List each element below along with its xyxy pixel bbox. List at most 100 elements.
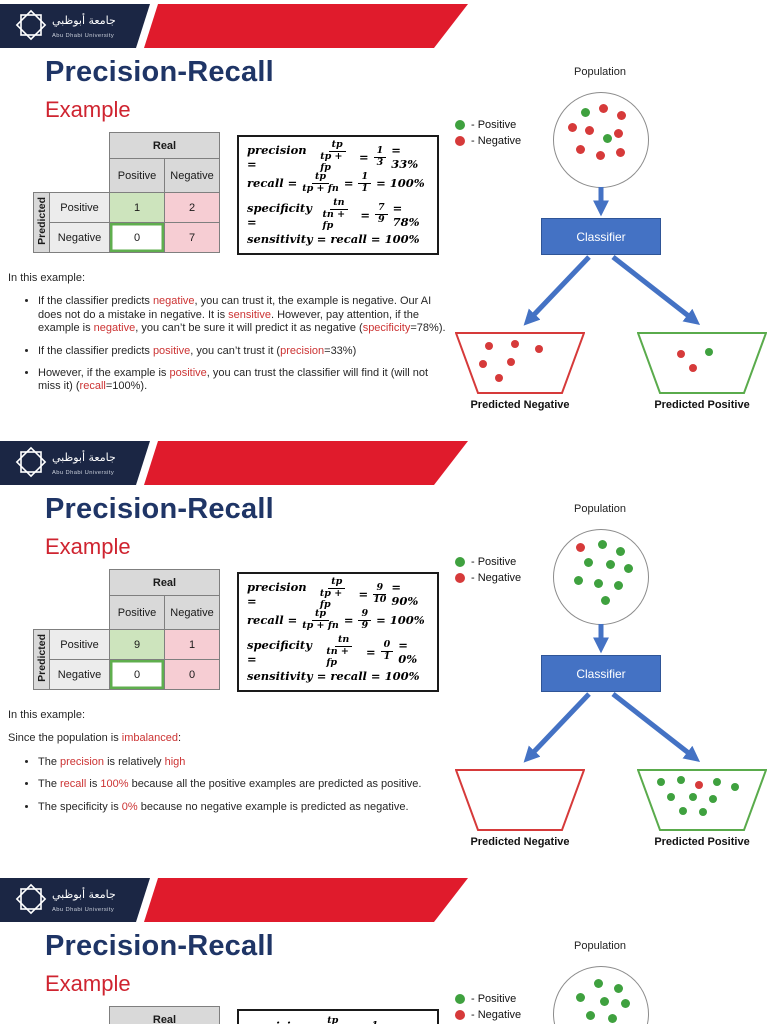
- predicted-negative-label: Predicted Negative: [470, 836, 570, 848]
- predicted-positive-label: Predicted Positive: [654, 399, 750, 411]
- data-dot: [621, 999, 630, 1008]
- data-dot: [479, 360, 487, 368]
- predicted-positive-bin: [637, 769, 767, 831]
- logo-arabic-text: جامعة أبوظبي: [52, 887, 116, 901]
- slide-title: Precision-Recall: [45, 930, 274, 962]
- matrix-cell-tn: 7: [164, 222, 220, 253]
- population-label: Population: [574, 66, 626, 78]
- data-dot: [679, 807, 687, 815]
- population-label: Population: [574, 940, 626, 952]
- recall-formula: recall = tp tp + fn = 9 9 = 100%: [247, 607, 425, 631]
- data-dot: [594, 979, 603, 988]
- slide-title: Precision-Recall: [45, 493, 274, 525]
- bullet-item: The precision is relatively high: [38, 756, 455, 769]
- bullet-item: However, if the example is positive, you…: [38, 367, 455, 394]
- matrix-row-negative: Negative: [49, 222, 110, 253]
- confusion-matrix: Real Positive Negative Predicted Positiv…: [33, 569, 220, 690]
- matrix-cell-fn: 0: [109, 222, 165, 253]
- intro-line-2: Since the population is imbalanced:: [8, 732, 182, 745]
- matrix-cell-tn: 0: [164, 659, 220, 690]
- legend: - Positive - Negative: [455, 993, 521, 1024]
- data-dot: [709, 795, 717, 803]
- slide-title: Precision-Recall: [45, 56, 274, 88]
- data-dot: [601, 596, 610, 605]
- data-dot: [731, 783, 739, 791]
- predicted-negative-bin: [455, 769, 585, 831]
- green-dot-icon: [455, 120, 465, 130]
- red-dot-icon: [455, 1010, 465, 1020]
- slide-subtitle: Example: [45, 97, 131, 122]
- header-banner: جامعة أبوظبي Abu Dhabi University: [0, 878, 768, 922]
- data-dot: [584, 558, 593, 567]
- body-text: In this example: If the classifier predi…: [8, 272, 455, 403]
- data-dot: [608, 1014, 617, 1023]
- data-dot: [598, 540, 607, 549]
- specificity-formula: specificity = tn tn + fp = 7 9 = 78%: [247, 196, 420, 231]
- predicted-negative-label: Predicted Negative: [470, 399, 570, 411]
- logo-english-text: Abu Dhabi University: [52, 907, 114, 913]
- bullet-list: The precision is relatively high The rec…: [8, 756, 455, 814]
- matrix-real-header: Real: [109, 569, 220, 596]
- precision-formula: precision = tp tp + fp = 1 3 = 33%: [247, 139, 419, 174]
- matrix-cell-tp: 9: [109, 629, 165, 660]
- header-banner: جامعة أبوظبي Abu Dhabi University: [0, 441, 768, 485]
- matrix-col-negative: Negative: [164, 158, 220, 193]
- data-dot: [594, 579, 603, 588]
- data-dot: [603, 134, 612, 143]
- data-dot: [581, 108, 590, 117]
- matrix-real-header: Real: [109, 1006, 220, 1024]
- matrix-col-negative: Negative: [164, 595, 220, 630]
- classifier-box: Classifier: [541, 218, 661, 255]
- red-dot-icon: [455, 573, 465, 583]
- matrix-cell-fn: 0: [109, 659, 165, 690]
- data-dot: [585, 126, 594, 135]
- intro-line: In this example:: [8, 272, 86, 284]
- recall-formula: recall = tp tp + fn = 1 1 = 100%: [247, 170, 425, 194]
- confusion-matrix: Real Positive Negative Predicted Positiv…: [33, 132, 220, 253]
- matrix-row-negative: Negative: [49, 659, 110, 690]
- data-dot: [705, 348, 713, 356]
- legend-negative: - Negative: [455, 1009, 521, 1021]
- bullet-list: If the classifier predicts negative, you…: [8, 295, 455, 393]
- population-label: Population: [574, 503, 626, 515]
- data-dot: [689, 793, 697, 801]
- data-dot: [677, 350, 685, 358]
- legend-negative-label: - Negative: [471, 572, 522, 584]
- data-dot: [586, 1011, 595, 1020]
- green-dot-icon: [455, 994, 465, 1004]
- legend-positive: - Positive: [455, 556, 521, 568]
- data-dot: [614, 581, 623, 590]
- data-dot: [495, 374, 503, 382]
- legend-positive-label: - Positive: [471, 119, 517, 131]
- legend-positive-label: - Positive: [471, 993, 517, 1005]
- data-dot: [699, 808, 707, 816]
- confusion-matrix: Real: [33, 1006, 220, 1024]
- adu-logo-icon: [15, 9, 47, 41]
- matrix-cell-fp: 1: [164, 629, 220, 660]
- data-dot: [568, 123, 577, 132]
- bullet-item: If the classifier predicts positive, you…: [38, 345, 455, 358]
- slide-1: جامعة أبوظبي Abu Dhabi University Precis…: [0, 0, 768, 437]
- data-dot: [617, 111, 626, 120]
- slide-2: جامعة أبوظبي Abu Dhabi University Precis…: [0, 437, 768, 874]
- data-dot: [624, 564, 633, 573]
- data-dot: [606, 560, 615, 569]
- matrix-predicted-header: Predicted: [33, 192, 50, 253]
- legend-negative: - Negative: [455, 135, 521, 147]
- classifier-box: Classifier: [541, 655, 661, 692]
- formula-box: precision = tp tp + fp = 9 10 = 90% recall = tp…: [237, 572, 439, 692]
- data-dot: [576, 993, 585, 1002]
- header-banner: جامعة أبوظبي Abu Dhabi University: [0, 4, 768, 48]
- population-circle: [553, 966, 649, 1024]
- slide-subtitle: Example: [45, 971, 131, 996]
- logo-english-text: Abu Dhabi University: [52, 33, 114, 39]
- specificity-formula: specificity = tn tn + fp = 0 1 = 0%: [247, 633, 418, 668]
- data-dot: [667, 793, 675, 801]
- logo-english-text: Abu Dhabi University: [52, 470, 114, 476]
- precision-formula: precision = tp tp + fp = 9 10 = 90%: [247, 576, 419, 611]
- bullet-item: If the classifier predicts negative, you…: [38, 295, 455, 335]
- population-circle: [553, 529, 649, 625]
